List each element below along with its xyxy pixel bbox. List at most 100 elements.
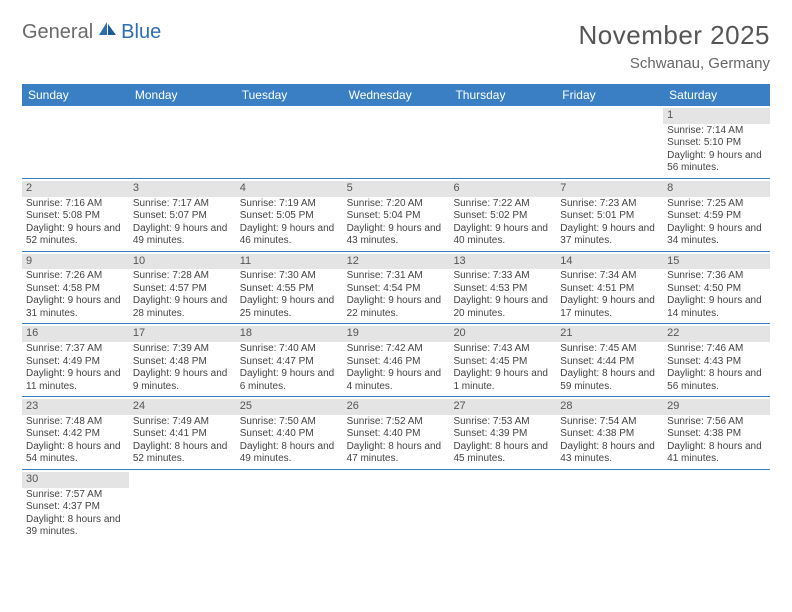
sunset-line: Sunset: 4:53 PM: [453, 283, 552, 296]
daylight-line: Daylight: 9 hours and 28 minutes.: [133, 295, 232, 320]
sunrise-line: Sunrise: 7:56 AM: [667, 416, 766, 429]
sunrise-line: Sunrise: 7:20 AM: [347, 198, 446, 211]
day-header-cell: Monday: [129, 84, 236, 106]
sunset-line: Sunset: 4:38 PM: [560, 428, 659, 441]
day-cell: 4Sunrise: 7:19 AMSunset: 5:05 PMDaylight…: [236, 179, 343, 251]
sunrise-line: Sunrise: 7:48 AM: [26, 416, 125, 429]
sunset-line: Sunset: 5:01 PM: [560, 210, 659, 223]
sunset-line: Sunset: 4:58 PM: [26, 283, 125, 296]
sunset-line: Sunset: 4:43 PM: [667, 356, 766, 369]
day-cell: 10Sunrise: 7:28 AMSunset: 4:57 PMDayligh…: [129, 252, 236, 324]
daylight-line: Daylight: 9 hours and 6 minutes.: [240, 368, 339, 393]
day-cell: 2Sunrise: 7:16 AMSunset: 5:08 PMDaylight…: [22, 179, 129, 251]
day-cell: 12Sunrise: 7:31 AMSunset: 4:54 PMDayligh…: [343, 252, 450, 324]
day-number: 24: [129, 399, 236, 415]
daylight-line: Daylight: 9 hours and 22 minutes.: [347, 295, 446, 320]
sunrise-line: Sunrise: 7:54 AM: [560, 416, 659, 429]
daylight-line: Daylight: 9 hours and 20 minutes.: [453, 295, 552, 320]
day-header-cell: Saturday: [663, 84, 770, 106]
daylight-line: Daylight: 8 hours and 49 minutes.: [240, 441, 339, 466]
day-cell: 6Sunrise: 7:22 AMSunset: 5:02 PMDaylight…: [449, 179, 556, 251]
day-number: 3: [129, 181, 236, 197]
day-number: 26: [343, 399, 450, 415]
day-cell: 7Sunrise: 7:23 AMSunset: 5:01 PMDaylight…: [556, 179, 663, 251]
daylight-line: Daylight: 8 hours and 56 minutes.: [667, 368, 766, 393]
sunrise-line: Sunrise: 7:26 AM: [26, 270, 125, 283]
page-title: November 2025: [579, 20, 771, 51]
day-number: 17: [129, 326, 236, 342]
sunrise-line: Sunrise: 7:28 AM: [133, 270, 232, 283]
day-cell: 18Sunrise: 7:40 AMSunset: 4:47 PMDayligh…: [236, 324, 343, 396]
sunset-line: Sunset: 4:39 PM: [453, 428, 552, 441]
day-number: 27: [449, 399, 556, 415]
sunrise-line: Sunrise: 7:17 AM: [133, 198, 232, 211]
day-cell: [449, 470, 556, 542]
sail-icon: [96, 20, 118, 44]
sunset-line: Sunset: 4:51 PM: [560, 283, 659, 296]
sunset-line: Sunset: 4:42 PM: [26, 428, 125, 441]
week-row: 23Sunrise: 7:48 AMSunset: 4:42 PM Dayligh…: [22, 397, 770, 470]
sunset-line: Sunset: 4:54 PM: [347, 283, 446, 296]
daylight-line: Daylight: 8 hours and 39 minutes.: [26, 514, 125, 539]
day-cell: 3Sunrise: 7:17 AMSunset: 5:07 PMDaylight…: [129, 179, 236, 251]
week-row: 1Sunrise: 7:14 AMSunset: 5:10 PMDaylight…: [22, 106, 770, 179]
day-cell: [343, 470, 450, 542]
day-cell: 17Sunrise: 7:39 AMSunset: 4:48 PMDayligh…: [129, 324, 236, 396]
sunrise-line: Sunrise: 7:22 AM: [453, 198, 552, 211]
sunrise-line: Sunrise: 7:31 AM: [347, 270, 446, 283]
sunset-line: Sunset: 5:07 PM: [133, 210, 232, 223]
calendar: SundayMondayTuesdayWednesdayThursdayFrid…: [22, 84, 770, 542]
sunrise-line: Sunrise: 7:49 AM: [133, 416, 232, 429]
sunrise-line: Sunrise: 7:53 AM: [453, 416, 552, 429]
sunset-line: Sunset: 4:37 PM: [26, 501, 125, 514]
daylight-line: Daylight: 9 hours and 37 minutes.: [560, 223, 659, 248]
day-number: 11: [236, 254, 343, 270]
sunrise-line: Sunrise: 7:37 AM: [26, 343, 125, 356]
day-cell: 1Sunrise: 7:14 AMSunset: 5:10 PMDaylight…: [663, 106, 770, 178]
sunrise-line: Sunrise: 7:45 AM: [560, 343, 659, 356]
day-cell: 9Sunrise: 7:26 AMSunset: 4:58 PMDaylight…: [22, 252, 129, 324]
sunrise-line: Sunrise: 7:42 AM: [347, 343, 446, 356]
sunrise-line: Sunrise: 7:16 AM: [26, 198, 125, 211]
daylight-line: Daylight: 8 hours and 41 minutes.: [667, 441, 766, 466]
day-number: 18: [236, 326, 343, 342]
sunrise-line: Sunrise: 7:57 AM: [26, 489, 125, 502]
day-cell: 23Sunrise: 7:48 AMSunset: 4:42 PMDayligh…: [22, 397, 129, 469]
day-header-cell: Tuesday: [236, 84, 343, 106]
daylight-line: Daylight: 9 hours and 25 minutes.: [240, 295, 339, 320]
sunset-line: Sunset: 5:05 PM: [240, 210, 339, 223]
day-number: 2: [22, 181, 129, 197]
sunrise-line: Sunrise: 7:50 AM: [240, 416, 339, 429]
daylight-line: Daylight: 8 hours and 47 minutes.: [347, 441, 446, 466]
week-row: 9Sunrise: 7:26 AMSunset: 4:58 PMDaylight…: [22, 252, 770, 325]
day-number: 28: [556, 399, 663, 415]
day-cell: [236, 470, 343, 542]
sunrise-line: Sunrise: 7:43 AM: [453, 343, 552, 356]
day-cell: [22, 106, 129, 178]
sunset-line: Sunset: 4:40 PM: [240, 428, 339, 441]
day-cell: 30Sunrise: 7:57 AMSunset: 4:37 PMDayligh…: [22, 470, 129, 542]
sunrise-line: Sunrise: 7:33 AM: [453, 270, 552, 283]
day-number: 5: [343, 181, 450, 197]
day-cell: [449, 106, 556, 178]
sunset-line: Sunset: 5:10 PM: [667, 137, 766, 150]
sunrise-line: Sunrise: 7:34 AM: [560, 270, 659, 283]
day-cell: [129, 106, 236, 178]
sunrise-line: Sunrise: 7:39 AM: [133, 343, 232, 356]
day-number: 19: [343, 326, 450, 342]
sunset-line: Sunset: 4:55 PM: [240, 283, 339, 296]
daylight-line: Daylight: 8 hours and 52 minutes.: [133, 441, 232, 466]
day-number: 25: [236, 399, 343, 415]
day-number: 12: [343, 254, 450, 270]
day-cell: [556, 106, 663, 178]
day-cell: 8Sunrise: 7:25 AMSunset: 4:59 PMDaylight…: [663, 179, 770, 251]
day-cell: 26Sunrise: 7:52 AMSunset: 4:40 PMDayligh…: [343, 397, 450, 469]
logo-text-general: General: [22, 21, 93, 44]
day-number: 23: [22, 399, 129, 415]
sunset-line: Sunset: 4:40 PM: [347, 428, 446, 441]
day-cell: 29Sunrise: 7:56 AMSunset: 4:38 PMDayligh…: [663, 397, 770, 469]
day-header-cell: Sunday: [22, 84, 129, 106]
sunset-line: Sunset: 5:08 PM: [26, 210, 125, 223]
day-number: 30: [22, 472, 129, 488]
sunset-line: Sunset: 4:57 PM: [133, 283, 232, 296]
